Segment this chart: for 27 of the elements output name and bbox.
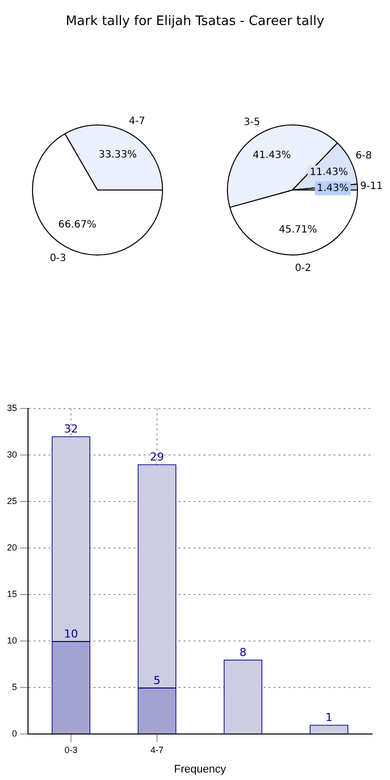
total-label: 1: [326, 711, 332, 724]
data-label: 66.67%: [58, 219, 96, 230]
data-label: 41.43%: [252, 150, 291, 162]
x-axis-title: Frequency: [174, 763, 226, 776]
legend-label: 9-11: [360, 181, 383, 192]
data-label: 10: [64, 627, 78, 640]
total-label: 29: [150, 450, 164, 464]
y-tick-label: 0: [12, 728, 18, 738]
y-tick-label: 15: [6, 588, 18, 599]
y-tick-label: 20: [6, 542, 18, 552]
text: Mark tally for Elijah Tsatas - Career tally: [64, 14, 326, 29]
y-tick-label: 5: [12, 682, 18, 692]
slice-label: 4-7: [128, 116, 146, 128]
total-label: 8: [240, 646, 247, 659]
slice-label: 6-8: [356, 150, 372, 162]
data-label: 11.43%: [310, 167, 348, 178]
y-tick-label: 30: [6, 449, 18, 460]
data-label: 5: [154, 674, 161, 687]
y-tick-label: 25: [6, 496, 18, 506]
y-tick-label: 10: [6, 635, 18, 646]
slice-label: 3-5: [244, 116, 260, 128]
slice-label: 0-2: [294, 262, 312, 274]
data-label: 33.33%: [98, 150, 137, 161]
slice-label: 0-3: [50, 253, 66, 264]
data-label: 45.71%: [278, 224, 317, 236]
total-label: 32: [64, 422, 78, 436]
y-tick-label: 35: [6, 402, 18, 413]
